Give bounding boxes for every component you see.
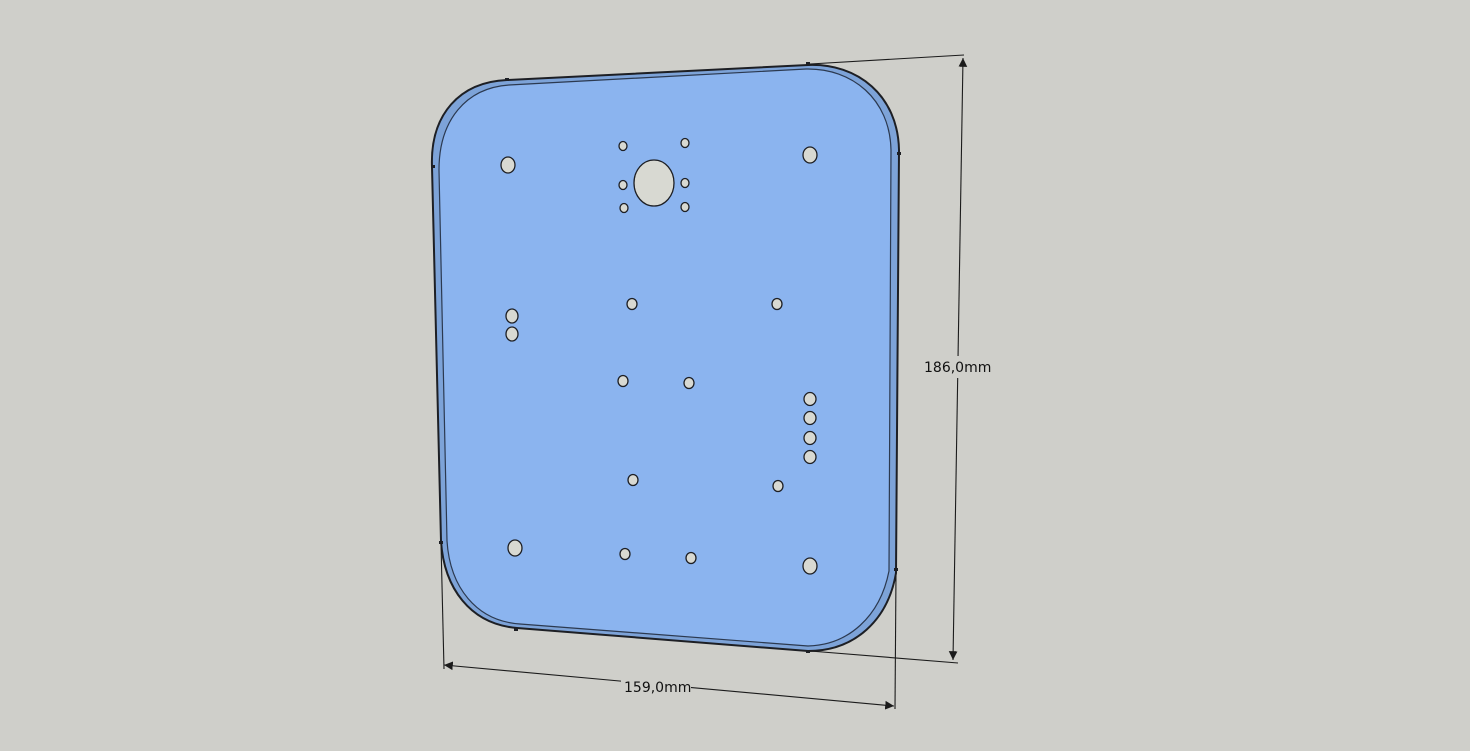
holes <box>500 137 818 575</box>
width-dimension-label: 159,0mm <box>624 680 691 696</box>
small-hole <box>683 376 695 390</box>
small-hole <box>617 374 629 388</box>
small-hole <box>771 297 783 311</box>
mount-hole <box>507 539 523 557</box>
side-hole <box>505 308 519 324</box>
mount-hole <box>802 146 818 164</box>
height-dimension-label: 186,0mm <box>924 360 991 376</box>
motor-screw-hole <box>618 179 628 191</box>
height-label-bg <box>922 356 994 378</box>
motor-screw-hole <box>680 137 690 149</box>
small-hole <box>627 473 639 487</box>
center-bore-hole <box>633 159 675 207</box>
motor-screw-hole <box>680 177 690 189</box>
width-label-bg <box>621 676 691 698</box>
side-hole <box>505 326 519 342</box>
motor-screw-hole <box>618 140 628 152</box>
mount-hole <box>500 156 516 174</box>
small-hole <box>626 297 638 311</box>
connector-hole <box>803 391 817 407</box>
motor-screw-hole <box>619 202 629 214</box>
small-hole <box>619 547 631 561</box>
small-hole <box>772 479 784 493</box>
connector-hole <box>803 449 817 465</box>
plate-front-face <box>438 68 892 647</box>
small-hole <box>685 551 697 565</box>
vertex-markers <box>431 62 901 653</box>
mount-hole <box>802 557 818 575</box>
motor-screw-hole <box>680 201 690 213</box>
connector-hole <box>803 410 817 426</box>
connector-hole <box>803 430 817 446</box>
